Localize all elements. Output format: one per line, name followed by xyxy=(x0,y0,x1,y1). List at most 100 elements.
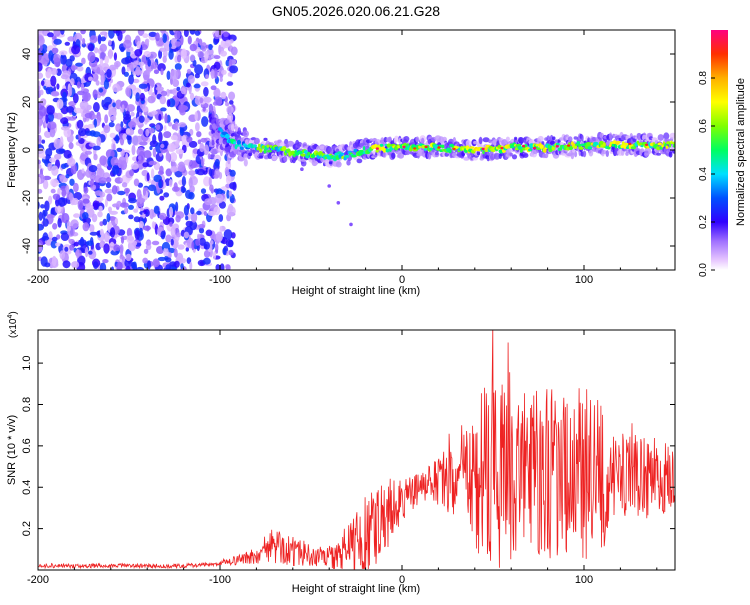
heatmap-noise-cell xyxy=(51,255,57,267)
heatmap-halo-cell xyxy=(541,141,545,146)
heatmap-noise-cell xyxy=(159,195,165,201)
heatmap-noise-cell xyxy=(38,134,42,142)
heatmap-noise-cell xyxy=(93,118,98,128)
heatmap-noise-cell xyxy=(143,150,152,159)
heatmap-ridge-cell xyxy=(357,151,363,156)
heatmap-noise-cell xyxy=(76,119,84,129)
heatmap-noise-cell xyxy=(173,248,178,258)
heatmap-noise-cell xyxy=(169,152,178,162)
heatmap-noise-cell xyxy=(120,236,125,244)
heatmap-noise-cell xyxy=(160,90,168,97)
heatmap-ridge-cell xyxy=(670,141,675,145)
heatmap-noise-cell xyxy=(121,104,125,113)
heatmap-noise-cell xyxy=(121,182,128,188)
heatmap-noise-cell xyxy=(158,180,162,189)
heatmap-noise-cell xyxy=(67,157,76,167)
heatmap-noise-cell xyxy=(103,79,109,90)
heatmap-noise-cell xyxy=(45,114,49,124)
heatmap-noise-cell xyxy=(100,81,105,86)
heatmap-noise-cell xyxy=(166,88,170,97)
snr-y-tick-label: 1.0 xyxy=(21,355,33,370)
heatmap-noise-cell xyxy=(153,69,160,75)
heatmap-noise-cell xyxy=(64,41,71,46)
heatmap-noise-cell xyxy=(47,121,57,130)
heatmap-noise-cell xyxy=(205,74,210,79)
heatmap-noise-cell xyxy=(148,184,157,192)
heatmap-noise-cell xyxy=(159,47,167,52)
heatmap-halo-cell xyxy=(580,134,584,142)
heatmap-noise-cell xyxy=(104,198,108,208)
heatmap-noise-cell xyxy=(138,141,148,146)
heatmap-noise-cell xyxy=(124,258,133,268)
heatmap-ridge-cell xyxy=(346,155,350,158)
heatmap-xlabel: Height of straight line (km) xyxy=(292,285,420,297)
heatmap-noise-cell xyxy=(145,243,152,251)
heatmap-noise-cell xyxy=(114,218,119,224)
heatmap-noise-cell xyxy=(38,35,45,46)
heatmap-noise-cell xyxy=(62,91,67,102)
heatmap-noise-cell xyxy=(99,242,103,248)
heatmap-noise-cell xyxy=(223,31,229,38)
heatmap-noise-cell xyxy=(194,64,204,75)
heatmap-noise-cell xyxy=(116,147,123,152)
heatmap-noise-cell xyxy=(70,65,78,70)
heatmap-noise-cell xyxy=(77,255,86,266)
heatmap-noise-cell xyxy=(172,161,177,168)
heatmap-noise-cell xyxy=(225,39,232,47)
heatmap-noise-cell xyxy=(200,42,207,52)
heatmap-halo-cell xyxy=(261,140,265,145)
heatmap-noise-cell xyxy=(62,260,71,269)
heatmap-noise-cell xyxy=(89,35,98,44)
heatmap-noise-cell xyxy=(120,121,124,128)
heatmap-peak-cell xyxy=(555,145,559,148)
heatmap-noise-cell xyxy=(82,198,90,204)
heatmap-ridge-cell xyxy=(266,144,270,148)
heatmap-halo-cell xyxy=(435,151,439,156)
heatmap-noise-cell xyxy=(189,43,197,52)
heatmap-noise-cell xyxy=(174,41,181,47)
heatmap-noise-cell xyxy=(176,86,181,92)
heatmap-noise-cell xyxy=(76,65,84,72)
heatmap-noise-cell xyxy=(103,125,109,131)
heatmap-noise-cell xyxy=(93,261,99,269)
heatmap-noise-cell xyxy=(64,246,69,252)
heatmap-noise-cell xyxy=(99,155,107,166)
heatmap-noise-cell xyxy=(139,92,145,101)
heatmap-noise-cell xyxy=(103,243,110,254)
heatmap-noise-cell xyxy=(82,222,90,232)
heatmap-noise-cell xyxy=(225,102,230,107)
heatmap-noise-cell xyxy=(203,249,211,258)
snr-y-tick-label: 0.6 xyxy=(21,438,33,453)
heatmap-halo-cell xyxy=(242,130,249,138)
heatmap-noise-cell xyxy=(124,206,129,215)
heatmap-noise-cell xyxy=(88,142,96,147)
colorbar-tick-label: 0.6 xyxy=(698,119,709,133)
heatmap-noise-cell xyxy=(67,36,75,42)
heatmap-noise-cell xyxy=(40,204,45,209)
heatmap-ridge-cell xyxy=(657,142,662,146)
heatmap-noise-cell xyxy=(200,137,208,143)
heatmap-ridge-cell xyxy=(656,146,661,151)
heatmap-noise-cell xyxy=(134,229,140,240)
heatmap-ridge-cell xyxy=(617,141,621,144)
heatmap-halo-cell xyxy=(287,140,294,147)
heatmap-noise-cell xyxy=(112,143,116,151)
snr-ylabel: SNR (10 * v/v) xyxy=(6,415,18,485)
heatmap-y-tick-label: 40 xyxy=(21,48,33,60)
heatmap-noise-cell xyxy=(146,172,150,182)
heatmap-noise-cell xyxy=(87,51,96,63)
colorbar-tick-label: 0.8 xyxy=(698,71,709,85)
heatmap-noise-cell xyxy=(82,38,86,45)
heatmap-noise-cell xyxy=(135,266,145,270)
heatmap-noise-cell xyxy=(138,221,144,228)
heatmap-noise-cell xyxy=(108,48,113,60)
heatmap-noise-cell xyxy=(99,51,107,61)
heatmap-noise-cell xyxy=(72,93,79,104)
heatmap-noise-cell xyxy=(196,210,202,216)
heatmap-noise-cell xyxy=(120,202,129,208)
snr-multiplier-exponent: 4 xyxy=(7,315,14,319)
heatmap-ridge-cell xyxy=(586,141,591,147)
heatmap-noise-cell xyxy=(81,57,86,65)
heatmap-noise-cell xyxy=(102,259,109,264)
heatmap-halo-cell xyxy=(421,137,425,144)
